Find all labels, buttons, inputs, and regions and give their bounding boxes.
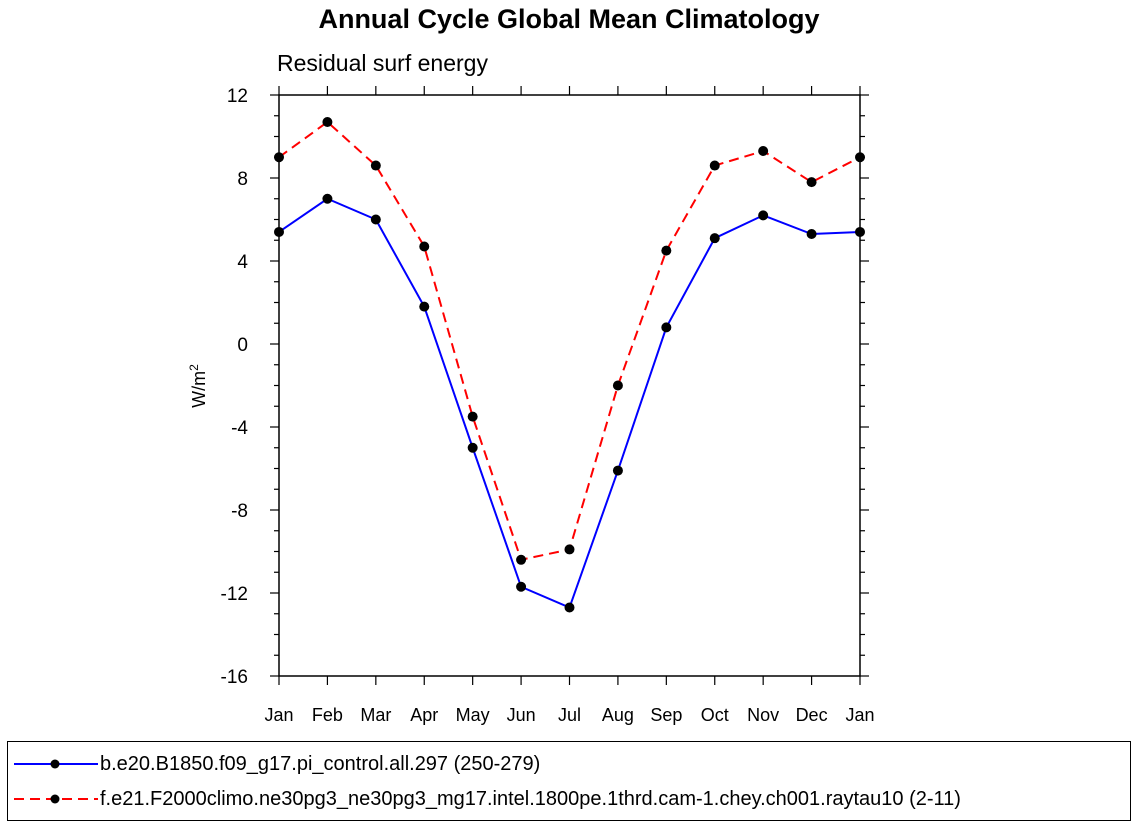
series-1-point bbox=[516, 581, 527, 592]
y-axis-label-superscript: 2 bbox=[187, 364, 201, 371]
series-1-point bbox=[467, 442, 478, 453]
series-1-point bbox=[758, 210, 769, 221]
series-2-point bbox=[855, 152, 865, 163]
x-tick-label: Aug bbox=[602, 705, 634, 725]
svg-text:W/m2: W/m2 bbox=[187, 364, 209, 408]
series-2-point bbox=[612, 380, 623, 391]
series-2-point bbox=[274, 152, 284, 163]
x-tick-label: Feb bbox=[312, 705, 343, 725]
legend-label-series-1: b.e20.B1850.f09_g17.pi_control.all.297 (… bbox=[100, 752, 541, 775]
series-1-point bbox=[274, 226, 284, 237]
series-line-2 bbox=[278, 120, 861, 561]
x-tick-label: Oct bbox=[701, 705, 729, 725]
y-tick-label: 12 bbox=[227, 86, 248, 107]
series-1-point bbox=[855, 226, 865, 237]
series-2-point bbox=[419, 241, 430, 252]
x-tick-label: Nov bbox=[747, 705, 779, 725]
legend-marker-series-1 bbox=[14, 759, 98, 769]
series-1-point bbox=[661, 322, 672, 333]
legend-item-series-2: f.e21.F2000climo.ne30pg3_ne30pg3_mg17.in… bbox=[12, 786, 961, 812]
series-1-point bbox=[806, 229, 817, 240]
x-tick-label: May bbox=[456, 705, 490, 725]
series-1-point bbox=[370, 214, 381, 225]
x-tick-label: Jun bbox=[507, 705, 536, 725]
chart-subtitle: Residual surf energy bbox=[277, 50, 488, 76]
legend-label-series-2: f.e21.F2000climo.ne30pg3_ne30pg3_mg17.in… bbox=[100, 787, 961, 810]
legend-item-series-1: b.e20.B1850.f09_g17.pi_control.all.297 (… bbox=[12, 751, 540, 777]
series-2-point bbox=[758, 146, 769, 157]
series-1-point bbox=[419, 301, 430, 312]
chart: Annual Cycle Global Mean Climatology Res… bbox=[187, 4, 875, 725]
y-tick-label: -12 bbox=[221, 584, 248, 605]
x-tick-label: Jan bbox=[845, 705, 874, 725]
series-1-point bbox=[612, 465, 623, 476]
x-tick-label: Jul bbox=[558, 705, 581, 725]
series-2-point bbox=[322, 116, 333, 127]
series-2-point bbox=[370, 160, 381, 171]
y-axis-label-main: W/m bbox=[189, 371, 209, 408]
y-tick-label: -8 bbox=[231, 501, 248, 522]
y-tick-label: 8 bbox=[237, 169, 248, 190]
y-tick-label: 4 bbox=[237, 252, 248, 273]
series-1-point bbox=[564, 602, 575, 613]
series-2-point bbox=[661, 245, 672, 256]
plot-area: 12 8 4 0 -4 -8 -12 -16 Jan Feb Mar Apr May Jun Jul Aug S… bbox=[221, 86, 875, 725]
series-2-point bbox=[709, 160, 720, 171]
series-1-point bbox=[709, 233, 720, 244]
series-2-point bbox=[564, 544, 575, 555]
series-2-point bbox=[806, 177, 817, 188]
y-tick-label: -4 bbox=[231, 418, 248, 439]
plot-frame bbox=[278, 94, 861, 677]
y-axis-label: W/m2 bbox=[187, 364, 209, 408]
x-tick-label: Apr bbox=[410, 705, 438, 725]
y-tick-label: -16 bbox=[221, 667, 248, 688]
x-tick-label: Sep bbox=[650, 705, 682, 725]
x-tick-label: Mar bbox=[360, 705, 391, 725]
series-2-point bbox=[467, 411, 478, 422]
series-1-point bbox=[322, 193, 333, 204]
x-tick-label: Dec bbox=[796, 705, 828, 725]
series-2-point bbox=[516, 554, 527, 565]
y-tick-label: 0 bbox=[237, 335, 248, 356]
chart-title: Annual Cycle Global Mean Climatology bbox=[318, 4, 819, 34]
legend: b.e20.B1850.f09_g17.pi_control.all.297 (… bbox=[7, 741, 1131, 821]
x-tick-label: Jan bbox=[264, 705, 293, 725]
legend-marker-series-2 bbox=[14, 794, 98, 804]
